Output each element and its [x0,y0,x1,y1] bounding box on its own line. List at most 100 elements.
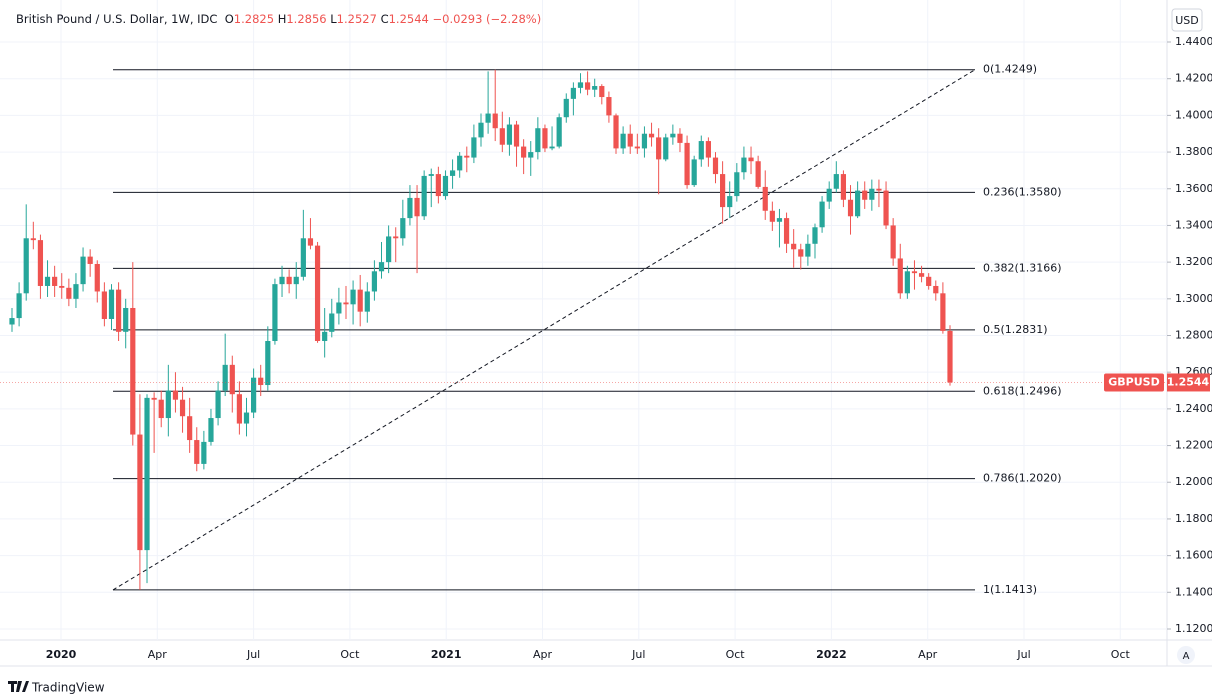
ohlc-key: O [224,12,234,26]
candle-body [108,289,115,319]
x-tick-label: Apr [533,648,553,661]
y-tick-label: 1.2000 [1175,475,1212,488]
candle-body [457,155,463,171]
candle-body [208,418,214,442]
ohlc-value: 1.2544 [388,12,429,26]
candle-body [528,152,534,158]
candle-body [215,390,221,419]
y-tick-label: 1.1200 [1175,622,1212,635]
x-tick-label: 2022 [816,648,847,661]
x-tick-label: 2020 [46,648,77,661]
candle-body [549,146,555,149]
fib-label: 0.5(1.2831) [983,323,1048,336]
candle-body [613,115,619,149]
candle-body [947,330,953,383]
auto-scale-button[interactable] [1177,646,1195,664]
candle-body [94,263,100,292]
x-tick-label: Oct [1111,648,1131,661]
candle-body [300,238,306,277]
candle-body [599,86,605,98]
candle-body [663,137,669,160]
candle-body [414,197,420,217]
candle-body [762,186,768,211]
candle-body [293,276,299,285]
candle-body [577,82,584,88]
candle-body [279,276,285,285]
candle-body [66,287,72,299]
y-tick-label: 1.3000 [1175,292,1212,305]
candle-body [322,331,328,342]
candle-body [407,197,413,219]
y-tick-label: 1.1400 [1175,585,1212,598]
candle-body [442,175,449,197]
candle-body [812,227,818,244]
candle-body [52,276,58,286]
candle-body [648,133,655,138]
y-tick-label: 1.3200 [1175,255,1212,268]
candle-body [329,313,335,332]
candle-body [684,142,690,186]
candle-body [755,161,761,187]
auto-scale-label[interactable]: A [1183,651,1190,662]
candle-body [776,218,783,222]
ohlc-value: 1.2527 [336,12,377,26]
symbol-title: British Pound / U.S. Dollar, 1W, IDC [16,12,218,26]
candle-body [904,271,910,294]
candle-body [201,441,207,464]
candle-body [570,87,576,99]
fib-label: 0.236(1.3580) [983,185,1062,198]
candle-body [44,276,51,286]
grid [0,0,1167,640]
fib-label: 0.786(1.2020) [983,472,1062,485]
candle-body [400,218,406,239]
candle-body [222,364,228,391]
candle-body [855,190,861,217]
candle-body [521,146,527,158]
candle-body [542,128,548,149]
candle-body [73,284,79,299]
y-tick-label: 1.2200 [1175,439,1212,452]
candle-body [23,238,29,294]
ohlc-value: 1.2856 [286,12,327,26]
candle-body [30,238,36,241]
candle-body [378,262,385,272]
x-tick-label: Oct [726,648,746,661]
y-tick-label: 1.3400 [1175,218,1212,231]
candle-body [393,236,399,239]
x-tick-label: 2021 [431,648,462,661]
ohlc-legend: O1.2825 H1.2856 L1.2527 C1.2544 [225,12,433,26]
candle-body [769,210,775,222]
candle-body [471,137,477,158]
candle-body [251,377,257,413]
ohlc-key: L [330,12,337,26]
currency-button[interactable] [1171,8,1203,32]
candle-body [428,174,434,176]
x-tick-label: Apr [148,648,168,661]
candle-body [826,188,832,202]
candle-body [556,117,562,147]
candle-body [592,86,598,90]
candle-body [748,157,754,162]
currency-label[interactable]: USD [1175,14,1199,27]
tradingview-logo [8,681,29,692]
y-tick-label: 1.3800 [1175,145,1212,158]
candle-body [656,137,662,160]
candle-body [705,141,711,158]
candle-body [911,271,918,274]
candle-body [513,124,520,147]
candle-body [9,318,15,325]
candle-body [272,284,278,342]
candle-body [492,113,498,129]
candle-body [847,199,854,217]
symbol-tag-label: GBPUSD [1108,375,1159,388]
x-tick-label: Jul [246,648,260,661]
candle-body [506,124,513,145]
candle-body [151,397,157,400]
candle-body [258,377,264,386]
legend-header: British Pound / U.S. Dollar, 1W, IDC O1.… [16,12,541,26]
candle-body [720,174,726,208]
candle-body [862,190,868,200]
y-tick-label: 1.4200 [1175,72,1212,85]
candle-body [926,276,932,286]
